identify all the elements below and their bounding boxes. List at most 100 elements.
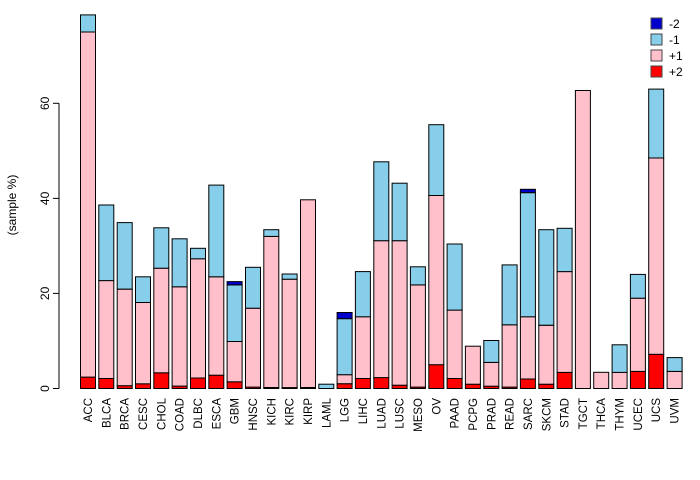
bar-segment-TGCT-+1 xyxy=(574,90,591,389)
bar-segment-LIHC--1 xyxy=(354,271,371,318)
bar-segment-SKCM-+1 xyxy=(538,324,555,385)
legend-swatch xyxy=(650,65,663,78)
bar-PCPG xyxy=(464,345,481,390)
bar-segment-KIRP-+1 xyxy=(300,199,316,388)
y-axis-title: (sample %) xyxy=(5,175,19,236)
y-tick-label: 20 xyxy=(38,286,52,300)
bar-segment-PAAD--1 xyxy=(446,243,463,311)
x-label-DLBC: DLBC xyxy=(193,398,205,429)
bar-segment-UVM--1 xyxy=(666,357,683,372)
legend-swatch xyxy=(650,17,663,30)
bar-segment-CESC--1 xyxy=(135,276,151,303)
y-tick-label: 60 xyxy=(38,96,52,110)
bar-segment-MESO-+1 xyxy=(409,284,426,388)
bar-segment-STAD-+2 xyxy=(556,371,573,389)
bar-segment-PCPG-+2 xyxy=(464,383,481,390)
bar-segment-LIHC-+2 xyxy=(354,378,371,389)
bar-segment-LAML--1 xyxy=(318,383,335,390)
bar-segment-DLBC-+1 xyxy=(190,258,206,379)
x-label-STAD: STAD xyxy=(560,398,572,428)
bar-segment-ESCA--1 xyxy=(208,184,225,278)
bar-segment-HNSC-+1 xyxy=(245,307,261,388)
x-label-BLCA: BLCA xyxy=(101,398,113,428)
bar-LUSC xyxy=(391,182,408,390)
x-label-KICH: KICH xyxy=(266,398,278,425)
bar-HNSC xyxy=(245,266,261,390)
y-tick-label: 40 xyxy=(38,191,52,205)
bar-segment-LGG-+1 xyxy=(336,374,353,385)
bar-segment-LGG--1 xyxy=(336,318,353,376)
bar-COAD xyxy=(171,238,188,390)
bar-segment-MESO--1 xyxy=(409,266,426,286)
bar-KICH xyxy=(263,229,280,389)
bar-GBM xyxy=(226,281,243,389)
bar-segment-HNSC--1 xyxy=(245,266,261,309)
x-label-SARC: SARC xyxy=(523,398,535,430)
bar-UVM xyxy=(666,357,683,389)
bar-segment-OV-+1 xyxy=(428,195,445,366)
bar-segment-BLCA-+2 xyxy=(98,378,115,389)
bar-segment-BRCA--1 xyxy=(116,222,133,290)
x-label-PRAD: PRAD xyxy=(486,398,498,430)
bar-LAML xyxy=(318,383,335,390)
bar-BRCA xyxy=(116,222,133,390)
bar-segment-ACC-+2 xyxy=(80,376,96,390)
bar-segment-LUAD-+2 xyxy=(373,377,390,390)
bar-segment-KICH-+1 xyxy=(263,235,280,388)
bar-OV xyxy=(428,124,445,390)
bar-segment-GBM-+1 xyxy=(226,340,243,383)
legend-item: -1 xyxy=(650,33,680,47)
bar-segment-UCS--1 xyxy=(648,88,665,159)
bar-segment-GBM--1 xyxy=(226,284,243,342)
bar-segment-PRAD-+1 xyxy=(483,361,500,387)
bar-segment-BRCA-+1 xyxy=(116,288,133,387)
x-label-THYM: THYM xyxy=(615,398,627,431)
bar-CESC xyxy=(135,276,151,390)
bar-segment-CHOL-+2 xyxy=(153,372,170,389)
x-label-SKCM: SKCM xyxy=(541,398,553,431)
bar-segment-CESC-+1 xyxy=(135,302,151,385)
bar-PRAD xyxy=(483,340,500,390)
bar-MESO xyxy=(409,266,426,390)
bar-segment-READ-+1 xyxy=(501,324,518,388)
x-label-MESO: MESO xyxy=(413,398,425,432)
bar-segment-ACC-+1 xyxy=(80,31,96,378)
bar-segment-GBM--2 xyxy=(226,281,243,286)
y-tick-label: 0 xyxy=(38,385,52,392)
bar-segment-SKCM-+2 xyxy=(538,383,555,390)
bar-segment-UCEC-+2 xyxy=(629,370,646,389)
bar-segment-KICH--1 xyxy=(263,229,280,237)
x-label-OV: OV xyxy=(431,398,443,415)
bar-segment-COAD-+1 xyxy=(171,286,188,387)
bar-segment-UCS-+2 xyxy=(648,353,665,389)
bar-segment-ACC--1 xyxy=(80,14,96,33)
x-label-COAD: COAD xyxy=(175,398,187,431)
bar-segment-OV-+2 xyxy=(428,364,445,390)
bar-segment-LUAD--1 xyxy=(373,161,390,242)
bar-segment-LUSC-+1 xyxy=(391,240,408,386)
legend-swatch xyxy=(650,33,663,46)
bar-segment-READ--1 xyxy=(501,264,518,326)
bar-PAAD xyxy=(446,243,463,389)
bar-segment-STAD--1 xyxy=(556,227,573,273)
x-label-UCEC: UCEC xyxy=(633,398,645,431)
bar-THYM xyxy=(611,344,628,389)
bar-segment-SKCM--1 xyxy=(538,229,555,326)
bar-ESCA xyxy=(208,184,225,390)
bar-segment-BLCA-+1 xyxy=(98,280,115,380)
x-label-UCS: UCS xyxy=(651,398,663,423)
x-label-KIRC: KIRC xyxy=(285,398,297,425)
x-label-LUAD: LUAD xyxy=(376,398,388,429)
bar-LGG xyxy=(336,312,353,390)
bar-segment-KIRC--1 xyxy=(281,273,298,280)
x-label-LIHC: LIHC xyxy=(358,398,370,424)
x-label-BRCA: BRCA xyxy=(120,398,132,430)
bar-segment-LUSC--1 xyxy=(391,182,408,242)
bar-THCA xyxy=(593,371,610,389)
bar-segment-UCS-+1 xyxy=(648,157,665,355)
bar-segment-CHOL--1 xyxy=(153,227,170,269)
legend-item: +1 xyxy=(650,49,683,63)
x-label-CHOL: CHOL xyxy=(156,397,168,430)
bar-segment-STAD-+1 xyxy=(556,271,573,373)
